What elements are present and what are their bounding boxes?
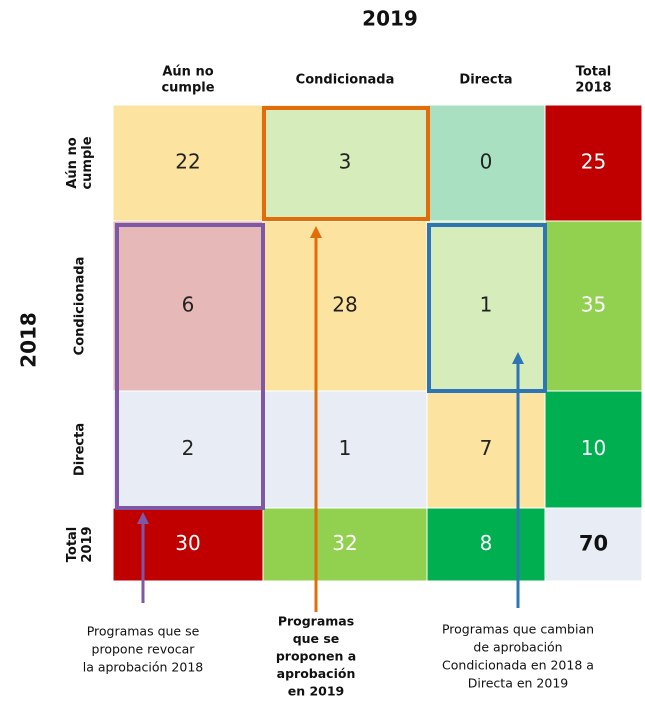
arrow-head bbox=[310, 226, 322, 238]
top-title: 2019 bbox=[362, 7, 418, 31]
row-header: Directa bbox=[73, 423, 88, 476]
cell bbox=[112, 507, 264, 582]
cell-value: 10 bbox=[581, 436, 606, 460]
cell bbox=[426, 507, 546, 582]
cell-value: 1 bbox=[480, 293, 493, 317]
column-header: Aún no bbox=[162, 65, 213, 80]
row-header: 2019 bbox=[80, 526, 95, 562]
cell bbox=[544, 390, 643, 509]
annotation: Condicionada en 2018 a bbox=[442, 658, 594, 673]
cell bbox=[544, 507, 643, 582]
annotation: en 2019 bbox=[288, 684, 345, 699]
cell-value: 7 bbox=[480, 436, 493, 460]
cell-value: 1 bbox=[339, 436, 352, 460]
cell-value: 0 bbox=[480, 150, 493, 174]
cell bbox=[112, 104, 264, 222]
cell bbox=[544, 220, 643, 392]
column-header: Directa bbox=[459, 73, 512, 88]
annotation: que se bbox=[293, 631, 340, 646]
column-header: 2018 bbox=[575, 81, 611, 96]
annotation: aprobación bbox=[277, 666, 356, 681]
cell-value: 25 bbox=[581, 150, 606, 174]
highlight-box bbox=[427, 223, 547, 393]
cell bbox=[262, 390, 428, 509]
annotation: proponen a bbox=[276, 649, 356, 664]
row-header: Total bbox=[65, 527, 80, 563]
cell bbox=[262, 220, 428, 392]
cell-value: 8 bbox=[480, 531, 493, 555]
highlight-box bbox=[115, 223, 265, 510]
cell-value: 22 bbox=[175, 150, 200, 174]
column-header: Total bbox=[576, 65, 612, 80]
arrow-head bbox=[512, 352, 524, 364]
annotation: propone revocar bbox=[92, 642, 196, 657]
row-header: Aún no bbox=[65, 137, 80, 188]
column-header: Condicionada bbox=[296, 73, 395, 88]
annotation: la aprobación 2018 bbox=[83, 660, 204, 675]
cell-value: 70 bbox=[579, 532, 608, 556]
annotation: Programas bbox=[278, 614, 354, 629]
cell-value: 2 bbox=[182, 436, 195, 460]
row-header: cumple bbox=[80, 136, 95, 189]
cell-value: 6 bbox=[182, 293, 195, 317]
cell bbox=[262, 507, 428, 582]
highlight-box bbox=[262, 106, 430, 221]
left-title: 2018 bbox=[17, 312, 41, 368]
arrow-head bbox=[137, 512, 149, 524]
cell bbox=[262, 104, 428, 222]
cell-value: 3 bbox=[339, 150, 352, 174]
cell-value: 28 bbox=[332, 293, 357, 317]
annotation: Directa en 2019 bbox=[468, 676, 569, 691]
annotation: Programas que se bbox=[87, 624, 200, 639]
annotation: Programas que cambian bbox=[442, 622, 594, 637]
cell-value: 30 bbox=[175, 531, 200, 555]
row-header: Condicionada bbox=[73, 257, 88, 356]
cell-value: 32 bbox=[332, 531, 357, 555]
column-header: cumple bbox=[161, 81, 214, 96]
cell bbox=[544, 104, 643, 222]
cell bbox=[112, 220, 264, 392]
cell-value: 35 bbox=[581, 293, 606, 317]
cell bbox=[426, 104, 546, 222]
annotation: de aprobación bbox=[473, 640, 562, 655]
